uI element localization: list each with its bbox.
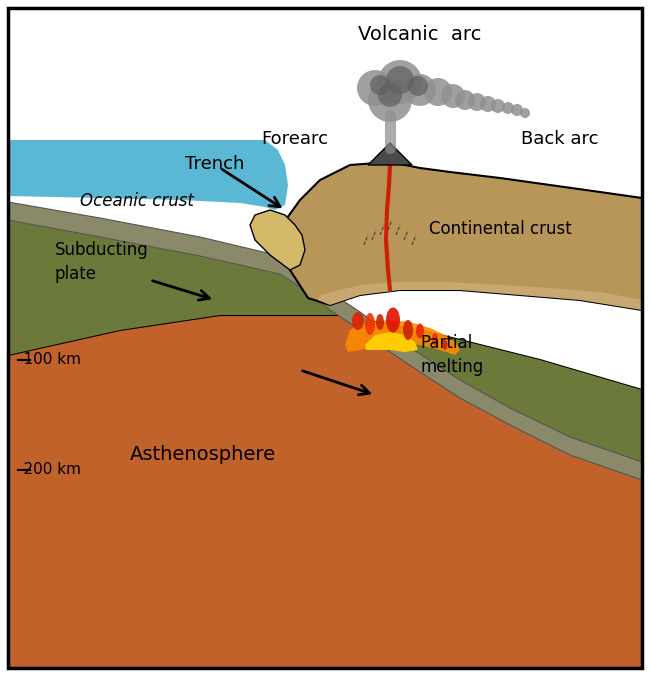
Circle shape: [480, 96, 496, 112]
Text: Back arc: Back arc: [521, 130, 599, 148]
Text: Partial
melting: Partial melting: [420, 334, 483, 376]
Text: Subducting
plate: Subducting plate: [55, 241, 149, 283]
Ellipse shape: [416, 324, 424, 339]
Polygon shape: [318, 282, 642, 310]
Ellipse shape: [386, 308, 400, 333]
Circle shape: [455, 90, 475, 110]
Text: Trench: Trench: [185, 155, 244, 173]
Polygon shape: [365, 332, 418, 352]
Polygon shape: [345, 320, 460, 355]
Circle shape: [370, 75, 390, 95]
Polygon shape: [8, 315, 642, 668]
Circle shape: [378, 83, 402, 107]
Circle shape: [502, 102, 514, 114]
Ellipse shape: [403, 320, 413, 340]
Circle shape: [404, 74, 436, 106]
Ellipse shape: [443, 340, 447, 350]
Polygon shape: [8, 202, 642, 480]
Text: -100 km: -100 km: [18, 352, 81, 368]
Circle shape: [491, 99, 505, 113]
Circle shape: [386, 66, 414, 94]
Text: Oceanic crust: Oceanic crust: [80, 192, 194, 210]
Circle shape: [408, 76, 428, 96]
Ellipse shape: [432, 333, 438, 345]
Circle shape: [357, 70, 393, 106]
Polygon shape: [368, 143, 412, 165]
Circle shape: [468, 93, 486, 111]
Circle shape: [511, 104, 523, 116]
Polygon shape: [282, 162, 642, 310]
Ellipse shape: [376, 314, 384, 330]
Circle shape: [441, 84, 465, 108]
Text: -200 km: -200 km: [18, 462, 81, 477]
Text: Asthenosphere: Asthenosphere: [130, 445, 276, 464]
Circle shape: [378, 60, 422, 104]
Circle shape: [520, 108, 530, 118]
Polygon shape: [8, 220, 642, 480]
Text: Volcanic  arc: Volcanic arc: [358, 25, 482, 44]
Polygon shape: [250, 210, 305, 270]
Circle shape: [424, 78, 452, 106]
Text: Forearc: Forearc: [261, 130, 328, 148]
Ellipse shape: [352, 312, 364, 330]
Polygon shape: [8, 140, 288, 210]
Text: Continental crust: Continental crust: [428, 220, 571, 238]
Ellipse shape: [365, 313, 375, 335]
Circle shape: [368, 78, 412, 122]
